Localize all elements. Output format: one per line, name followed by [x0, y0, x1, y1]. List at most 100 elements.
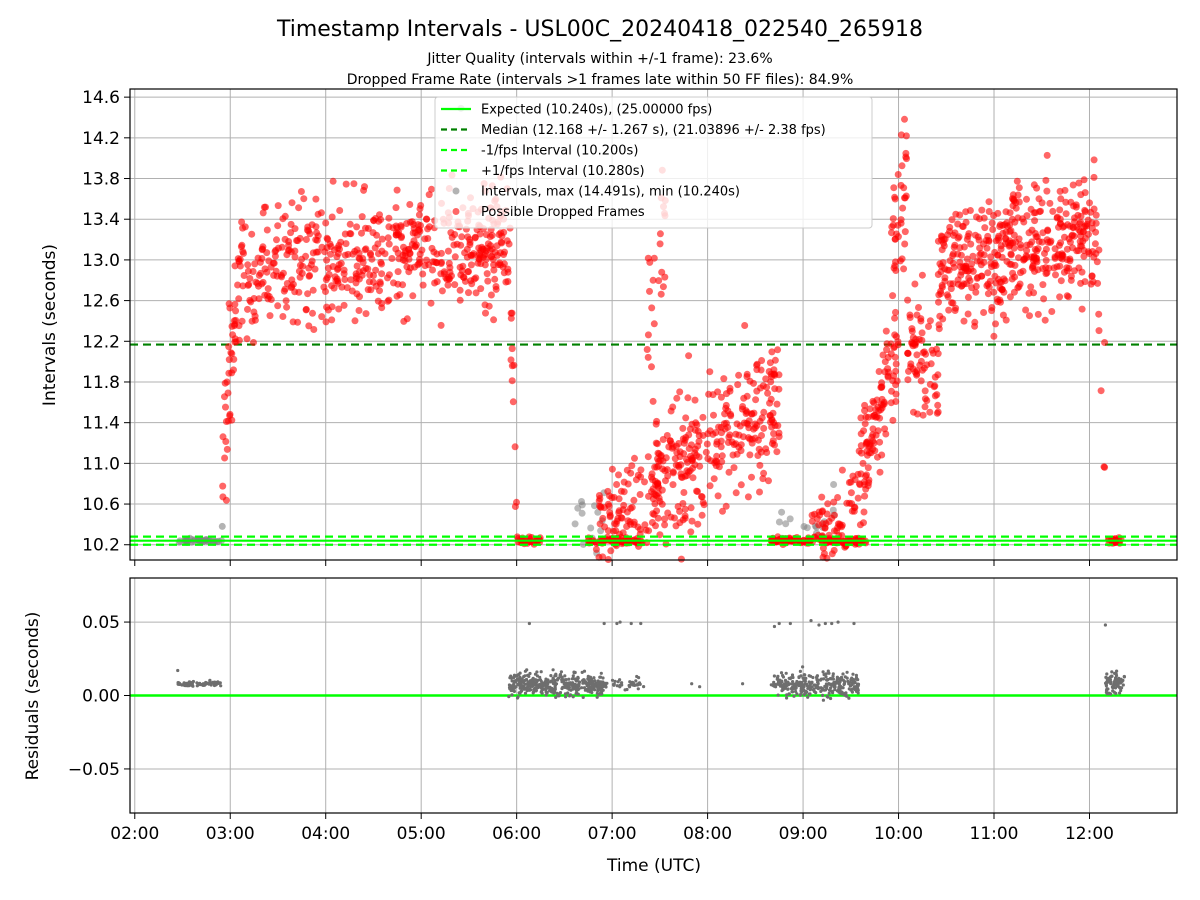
- dropped-frame-point: [1078, 305, 1086, 313]
- dropped-frame-point: [973, 257, 981, 265]
- residual-point: [776, 674, 780, 678]
- dropped-frame-point: [1030, 289, 1038, 297]
- dropped-frame-point: [1014, 191, 1022, 199]
- residual-point: [791, 687, 795, 691]
- dropped-frame-point: [726, 431, 734, 439]
- residual-point: [512, 683, 516, 687]
- dropped-frame-point: [641, 478, 648, 486]
- dropped-frame-point: [820, 550, 828, 558]
- residual-point: [599, 680, 603, 684]
- dropped-frame-point: [732, 489, 740, 497]
- dropped-frame-point: [1022, 306, 1030, 314]
- dropped-frame-point: [1066, 222, 1074, 230]
- dropped-frame-point: [689, 474, 697, 482]
- dropped-frame-point: [1042, 270, 1050, 278]
- residual-point: [838, 684, 843, 689]
- residual-point: [599, 671, 603, 675]
- residual-point: [209, 683, 213, 687]
- dropped-frame-point: [643, 346, 651, 353]
- dropped-frame-point: [630, 496, 638, 504]
- residual-point: [509, 688, 513, 693]
- dropped-frame-point: [513, 498, 520, 506]
- dropped-frame-point: [913, 370, 921, 378]
- dropped-frame-point: [857, 430, 865, 438]
- dropped-frame-point: [649, 476, 657, 484]
- dropped-frame-point: [221, 379, 229, 387]
- chart-subtitle-dropped: Dropped Frame Rate (intervals >1 frames …: [347, 72, 854, 88]
- residual-point: [800, 690, 804, 694]
- dropped-frame-point: [294, 237, 302, 245]
- dropped-frame-point: [281, 235, 289, 243]
- dropped-frame-point: [228, 416, 236, 424]
- dropped-frame-point: [656, 240, 664, 248]
- dropped-frame-point: [475, 255, 483, 263]
- dropped-frame-point: [431, 279, 439, 287]
- x-tick-label: 04:00: [301, 824, 350, 844]
- dropped-frame-point: [915, 304, 922, 311]
- dropped-frame-point: [374, 297, 382, 305]
- dropped-frame-point: [831, 511, 838, 519]
- dropped-frame-point: [419, 281, 427, 289]
- dropped-frame-point: [613, 481, 621, 488]
- dropped-frame-point: [891, 314, 899, 322]
- dropped-frame-point: [416, 255, 423, 263]
- dropped-frame-point: [917, 377, 925, 385]
- dropped-frame-point: [1043, 151, 1051, 159]
- dropped-frame-point: [300, 195, 308, 203]
- dropped-frame-point: [655, 277, 663, 285]
- residual-point: [772, 624, 777, 629]
- residual-point: [550, 687, 555, 691]
- residual-point: [829, 696, 833, 701]
- dropped-frame-point: [619, 506, 627, 514]
- dropped-frame-point: [459, 262, 467, 270]
- residual-point: [568, 693, 573, 697]
- dropped-frame-point: [1039, 281, 1047, 289]
- interval-point: [587, 524, 595, 532]
- residual-point: [642, 685, 646, 689]
- x-tick-label: 03:00: [206, 824, 255, 844]
- dropped-frame-point: [299, 262, 307, 270]
- residual-point: [527, 674, 531, 679]
- residual-point: [856, 691, 860, 695]
- residual-point: [798, 669, 803, 674]
- dropped-frame-point: [429, 266, 436, 274]
- dropped-frame-point: [351, 317, 359, 325]
- residual-point: [827, 691, 831, 696]
- dropped-frame-point: [828, 550, 836, 558]
- dropped-frame-point: [892, 308, 899, 316]
- dropped-frame-point: [763, 383, 771, 391]
- dropped-frame-point: [948, 299, 955, 307]
- dropped-frame-point: [976, 215, 983, 223]
- residual-point: [774, 685, 778, 689]
- dropped-frame-point: [313, 248, 320, 256]
- residual-point: [1118, 691, 1122, 695]
- dropped-frame-point: [1076, 228, 1084, 236]
- dropped-frame-point: [425, 261, 433, 269]
- dropped-frame-point: [671, 455, 679, 463]
- dropped-frame-point: [838, 532, 846, 539]
- residual-point: [528, 671, 532, 676]
- residual-point: [567, 677, 571, 681]
- dropped-frame-point: [341, 230, 349, 238]
- dropped-frame-point: [329, 177, 337, 185]
- top-axes-frame: [129, 88, 1178, 561]
- dropped-frame-point: [760, 424, 768, 432]
- dropped-frame-point: [504, 278, 512, 285]
- dropped-frame-point: [934, 401, 942, 409]
- dropped-frame-point: [752, 396, 760, 404]
- dropped-frame-point: [992, 320, 999, 328]
- dropped-frame-point: [353, 246, 361, 254]
- dropped-frame-point: [870, 399, 878, 407]
- dropped-frame-point: [248, 230, 256, 238]
- dropped-frame-point: [685, 431, 693, 439]
- dropped-frame-point: [669, 403, 677, 411]
- dropped-frame-point: [307, 261, 315, 269]
- dropped-frame-point: [623, 466, 631, 474]
- dropped-frame-point: [676, 507, 684, 515]
- dropped-frame-point: [771, 422, 779, 429]
- residual-point: [625, 687, 629, 692]
- dropped-frame-point: [971, 322, 979, 330]
- dropped-frame-point: [878, 379, 886, 387]
- residual-point: [514, 679, 518, 683]
- residual-point: [833, 688, 837, 692]
